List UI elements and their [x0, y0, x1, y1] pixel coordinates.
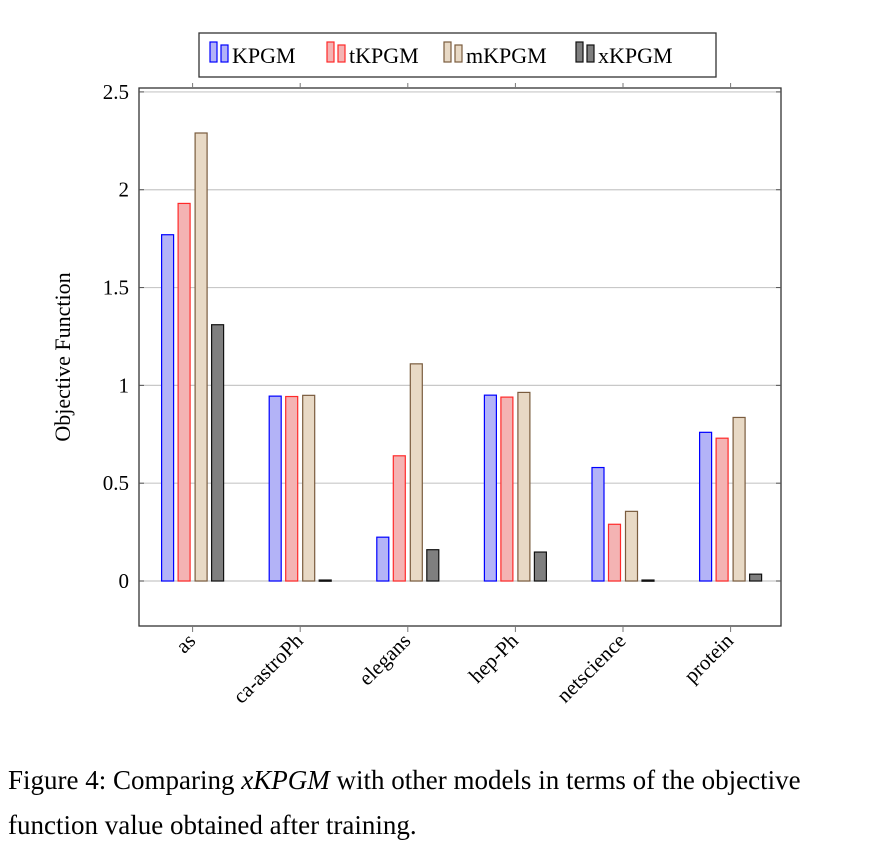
bar-mkpgm: [732, 416, 746, 582]
bar-kpgm: [698, 431, 713, 582]
plot-frame: [138, 87, 782, 627]
legend-label: tKPGM: [349, 43, 419, 68]
bar-kpgm: [161, 234, 175, 582]
bar-tkpgm: [607, 523, 622, 582]
y-axis-label: Objective Function: [50, 272, 75, 441]
bar-xkpgm: [641, 579, 655, 582]
bar-xkpgm: [426, 549, 440, 582]
y-tick-label: 0: [119, 569, 130, 593]
y-tick-label: 2: [119, 178, 130, 202]
x-tick-label: ca-astroPh: [228, 628, 308, 708]
legend-label: xKPGM: [598, 43, 673, 68]
y-tick-label: 2.5: [103, 80, 129, 104]
bars: [161, 132, 763, 582]
x-tick-label: protein: [679, 628, 738, 687]
bar-tkpgm: [177, 202, 191, 582]
bar-xkpgm: [533, 551, 548, 582]
legend-label: mKPGM: [466, 43, 547, 68]
x-ticks: as ca-astroPh elegans hep-Ph netscience prote…: [171, 83, 738, 708]
legend-swatch-kpgm: [209, 41, 218, 63]
bar-kpgm: [268, 395, 282, 582]
bar-tkpgm: [500, 396, 514, 582]
legend-swatch-tkpgm: [337, 44, 346, 63]
bar-tkpgm: [715, 437, 729, 582]
legend-label: KPGM: [232, 43, 296, 68]
legend-swatch-xkpgm: [575, 41, 584, 63]
bar-xkpgm: [748, 573, 763, 582]
bar-chart: 0 0.5 1 1.5 2 2.5 as ca-astroPh elegans hep-Ph ne…: [50, 32, 782, 708]
bar-kpgm: [483, 394, 497, 582]
legend-swatch-kpgm: [220, 44, 229, 63]
x-tick-label: elegans: [354, 629, 416, 691]
bar-xkpgm: [211, 324, 225, 582]
bar-tkpgm: [392, 455, 406, 582]
grid-lines: [139, 91, 781, 582]
bar-kpgm: [591, 466, 605, 582]
y-tick-label: 1.5: [103, 276, 129, 300]
bar-mkpgm: [409, 363, 423, 582]
legend-swatch-xkpgm: [586, 44, 595, 63]
y-ticks: 0 0.5 1 1.5 2 2.5: [103, 80, 781, 593]
legend-swatch-tkpgm: [326, 41, 335, 63]
x-tick-label: hep-Ph: [464, 628, 523, 687]
bar-kpgm: [376, 536, 390, 582]
x-tick-label: netscience: [552, 629, 631, 708]
legend: KPGM tKPGM mKPGM xKPGM: [198, 32, 717, 78]
bar-xkpgm: [318, 579, 332, 582]
bar-tkpgm: [285, 395, 299, 582]
y-tick-label: 1: [119, 373, 130, 397]
bar-mkpgm: [624, 510, 639, 582]
legend-swatch-mkpgm: [443, 41, 452, 63]
bar-mkpgm: [517, 391, 531, 582]
legend-swatch-mkpgm: [454, 44, 463, 63]
y-tick-label: 0.5: [103, 471, 129, 495]
x-tick-label: as: [171, 629, 200, 658]
bar-mkpgm: [194, 132, 208, 582]
figure-caption: Figure 4: Comparing xKPGM with other mod…: [8, 765, 801, 840]
bar-mkpgm: [302, 394, 316, 582]
